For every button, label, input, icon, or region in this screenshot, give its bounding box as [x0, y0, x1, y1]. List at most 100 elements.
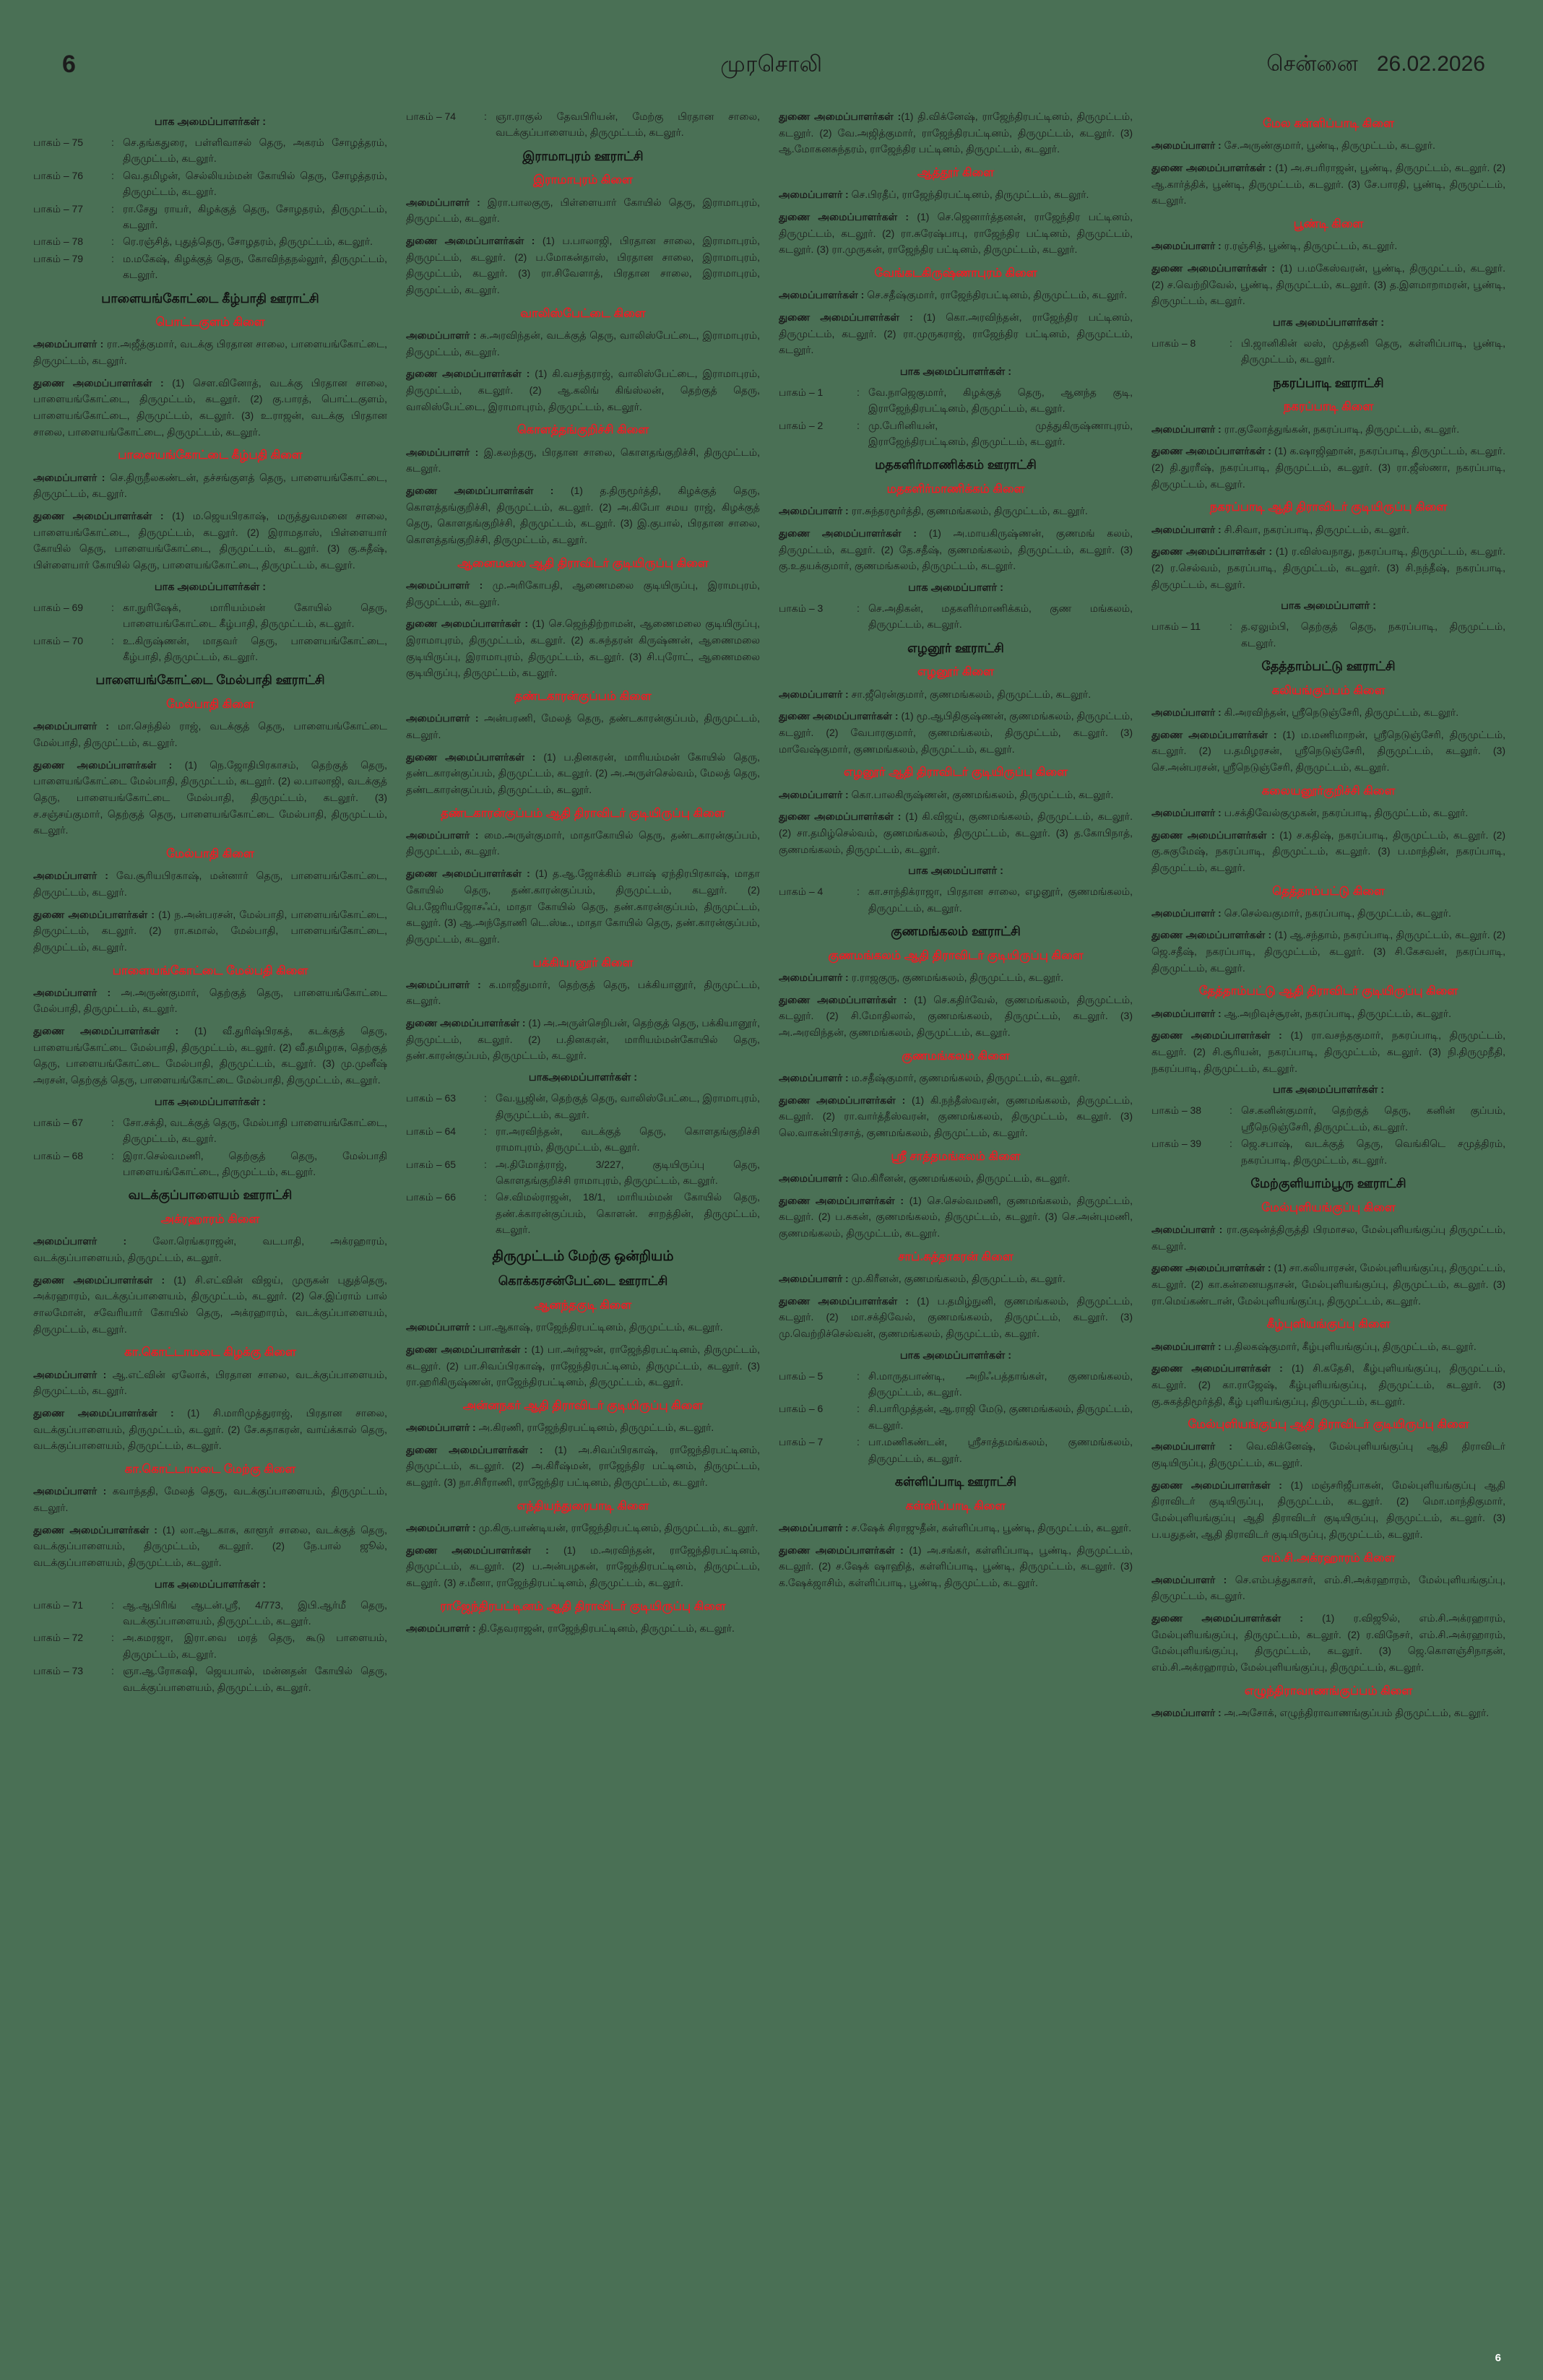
panchayat-heading: மதகளிர்மாணிக்கம் ஊராட்சி [875, 457, 1037, 472]
organiser-role-label: துணை அமைப்பாளர்கள் : [1151, 1612, 1303, 1624]
organiser-role-label: அமைப்பாளர் : [33, 1368, 107, 1380]
organiser-names-text: ரா.குலோத்துங்கன், நகரப்பாடி, திருமுட்டம்… [1221, 423, 1460, 435]
organiser-paragraph: துணை அமைப்பாளர்கள் : (1) அ.அருள்செறிபன்,… [406, 1015, 760, 1064]
ward-entry-row: பாகம் – 77: ரா.சேது ராயர், கிழக்குத் தெரு… [33, 201, 387, 233]
organiser-paragraph: துணை அமைப்பாளர்கள் : (1) சா.கலியாரசன், ம… [1151, 1260, 1505, 1309]
organiser-paragraph: அமைப்பாளர் : செ.பிரதீப், ராஜேந்திரபட்டின… [779, 186, 1133, 203]
organiser-names-text: (1) கி.நந்தீஸ்வரன், குணமங்கலம், திருமுட்… [779, 1094, 1133, 1139]
organiser-names-text: (1) அ.அருள்செறிபன், தெற்குத் தெரு, பக்கி… [406, 1017, 760, 1062]
organiser-paragraph: துணை அமைப்பாளர்கள் : (1) ம.மணிமாறன், ஸ்ர… [1151, 727, 1505, 776]
organiser-role-label: துணை அமைப்பாளர்கள் : [406, 1544, 549, 1556]
organiser-role-label: அமைப்பாளர் : [1151, 1340, 1222, 1352]
organiser-role-label: அமைப்பாளர் : [779, 1172, 849, 1184]
organiser-paragraph: துணை அமைப்பாளர்கள் : (1) ச.கதிஷ், நகரப்ப… [1151, 827, 1505, 876]
organiser-names-text: (1) சி.கதேசி, கீழ்புளியங்குப்பு, திருமுட… [1151, 1362, 1505, 1407]
organiser-paragraph: அமைப்பாளர் : லோ.ரெங்கராஜன், வடபாதி, அக்ர… [33, 1233, 387, 1265]
organiser-names-text: (1) ம.ஜெயபிரகாஷ், மருத்துவமனை சாலை, பாளை… [33, 510, 387, 571]
ward-number: பாகம் – 74 [406, 111, 457, 122]
organiser-role-label: துணை அமைப்பாளர்கள் : [406, 484, 554, 496]
panchayat-heading: எழனூர் ஊராட்சி [907, 640, 1004, 655]
branch-heading: கொளத்தங்குறிச்சி கிளை [517, 423, 649, 437]
ward-number: பாகம் – 63 [406, 1092, 457, 1104]
ward-entry-row: பாகம் – 6: சி.பாரிமுத்தன், ஆ.ராஜி மேடு, க… [779, 1401, 1133, 1433]
ward-organiser-text: அ.கமரஜா, இரா.வை மரத் தெரு, கூடு பாளையம்,… [123, 1632, 387, 1660]
ward-number: பாகம் – 79 [33, 252, 84, 264]
organiser-paragraph: துணை அமைப்பாளர்கள் : (1) ப.தினகரன், மாரி… [406, 749, 760, 798]
organiser-paragraph: அமைப்பாளர் : ப.சக்திவேல்குமுகன், நகரப்பா… [1151, 805, 1505, 821]
branch-heading: நகரப்பாடி கிளை [1283, 400, 1374, 414]
organiser-names-text: (1) கி.வசந்தராஜ், வாலிஸ்பேட்டை, இராமாபுர… [406, 368, 760, 412]
organiser-role-label: அமைப்பாளர் : [1151, 1007, 1222, 1019]
organiser-names-text: (1) ம.மணிமாறன், ஸ்ரீநெடுஞ்சேரி, திருமுட்… [1151, 728, 1505, 773]
organiser-paragraph: அமைப்பாளர் : ரா.அஜீத்குமார், வடக்கு பிரத… [33, 336, 387, 368]
organiser-paragraph: அமைப்பாளர் : ச.ஷேக் சிராஜுதீன், கள்ளிப்ப… [779, 1520, 1133, 1536]
ward-organiser-text: செ.தங்கதுரை, பள்ளிவாசல் தெரு, அகரம் சோழத… [123, 137, 387, 165]
organiser-names-text: மா.செந்தில் ராஜ், வடக்குத் தெரு, பாளையங்… [33, 720, 387, 748]
section-heading: பாக அமைப்பாளர்கள் : [899, 365, 1012, 378]
organiser-names-text: அ.கிரணி, ராஜேந்திரபட்டினம், திருமுட்டம்,… [475, 1421, 714, 1434]
organiser-paragraph: துணை அமைப்பாளர்கள் : (1) ர.விஸ்வநாது, நக… [1151, 543, 1505, 592]
organiser-names-text: கொ.பாலகிருஷ்ணன், குணமங்கலம், திருமுட்டம்… [848, 788, 1114, 800]
ward-colon: : [111, 252, 114, 264]
organiser-names-text: ரா.குஷன்த்திருத்தி பிரமாசல, மேல்புளியங்க… [1151, 1223, 1505, 1252]
organiser-paragraph: அமைப்பாளர் : பா.ஆகாஷ், ராஜேந்திரபட்டினம்… [406, 1319, 760, 1336]
branch-heading: பூண்டி கிளை [1293, 217, 1364, 230]
ward-entry-row: பாகம் – 66: செ.விமல்ராஜன், 18/1, மாரியம்ம… [406, 1189, 760, 1237]
ward-organiser-text: ஞா.ஆ.ரோகஷி, ஜெயபால், மன்னதன் கோயில் தெரு… [123, 1665, 387, 1693]
branch-heading: ஸ்ரீ சாத்தமங்கலம் கிளை [891, 1149, 1021, 1163]
ward-organiser-text: இரா.செல்வமணி, தெற்குத் தெரு, மேல்பாதி பா… [123, 1149, 387, 1177]
organiser-names-text: சா.ஜீரென்குமார், குணமங்கலம், திருமுட்டம்… [848, 688, 1092, 700]
ward-entry-row: பாகம் – 63: வே.யூஜின், தெற்குத் தெரு, வால… [406, 1090, 760, 1122]
organiser-names-text: (1) அ.சிவப்பிரகாஷ், ராஜேந்திரபட்டினம், த… [406, 1443, 760, 1489]
organiser-role-label: துணை அமைப்பாளர்கள் : [406, 618, 528, 630]
organiser-paragraph: துணை அமைப்பாளர்கள் : (1) அ.சங்கர், கள்ளி… [779, 1542, 1133, 1591]
organiser-paragraph: அமைப்பாளர் : அ.கிரணி, ராஜேந்திரபட்டினம்,… [406, 1419, 760, 1436]
union-heading: திருமுட்டம் மேற்கு ஒன்றியம் [492, 1248, 674, 1264]
organiser-role-label: அமைப்பாளர் : [33, 870, 108, 882]
organiser-names-text: சே.அருண்குமார், பூண்டி, திருமுட்டம், கடல… [1221, 139, 1435, 152]
ward-entry-row: பாகம் – 65: அ.திமோத்ராஜ், 3/227, குடியிரு… [406, 1156, 760, 1189]
organiser-role-label: துணை அமைப்பாளர்கள் : [779, 1194, 904, 1206]
organiser-paragraph: அமைப்பாளர் : ஆ.எட்வின் ஏலோக், பிரதான சால… [33, 1367, 387, 1399]
ward-number: பாகம் – 67 [33, 1116, 84, 1128]
page-number-top-left: 6 [62, 51, 76, 78]
section-heading: பாகஅமைப்பாளர்கள் : [528, 1072, 638, 1084]
ward-colon: : [484, 1092, 487, 1104]
branch-heading: மேல்புளியங்குப்பு கிளை [1261, 1200, 1396, 1214]
organiser-names-text: மு.கிரீனன், குணமங்கலம், திருமுட்டம், கடல… [848, 1272, 1066, 1284]
organiser-names-text: செ.திருநீலகண்டன், தச்சங்குளத் தெரு, பாளை… [33, 471, 387, 500]
organiser-role-label: அமைப்பாளர் : [33, 720, 109, 732]
organiser-names-text: ர.ராஜகுரு, குணமங்கலம், திருமுட்டம், கடலூ… [848, 972, 1064, 984]
organiser-names-text: வெ.விக்னேஷ், மேல்புளியங்குப்பு ஆதி திராவ… [1151, 1440, 1505, 1469]
organiser-names-text: (1) ர.விஸ்வநாது, நகரப்பாடி, திருமுட்டம்,… [1151, 545, 1505, 590]
organiser-role-label: துணை அமைப்பாளர்கள் : [1151, 161, 1272, 173]
branch-heading: எழனூர் கிளை [917, 665, 995, 679]
organiser-names-text: ரா.சுந்தரமூர்த்தி, குணமங்கலம், திருமுட்ட… [848, 505, 1088, 517]
branch-heading: தண்டகாரன்குப்பம் கிளை [514, 689, 652, 703]
ward-colon: : [111, 137, 114, 148]
branch-heading: ஆனந்தகுடி கிளை [534, 1298, 632, 1312]
organiser-role-label: அமைப்பாளர் : [779, 1521, 849, 1533]
branch-heading: மேல கள்ளிப்பாடி கிளை [1263, 117, 1394, 130]
edition-info: சென்னை 26.02.2026 [1266, 45, 1485, 84]
organiser-role-label: அமைப்பாளர் : [779, 688, 849, 700]
organiser-role-label: அமைப்பாளர் : [779, 1272, 849, 1284]
branch-heading: பாளையங்கோட்டை கீழ்பதி கிளை [118, 449, 303, 462]
section-heading: பாக அமைப்பாளர் : [908, 865, 1003, 878]
panchayat-heading: கொக்கரசன்பேட்டை ஊராட்சி [498, 1273, 668, 1289]
section-heading: பாக அமைப்பாளர்கள் : [154, 581, 267, 593]
ward-organiser-text: ஞா.ராகுல் தேவபிரியன், மேற்கு பிரதான சாலை… [496, 111, 760, 139]
ward-organiser-text: பா.மணிகண்டன், ஸ்ரீசாத்தமங்கலம், குணமங்கல… [868, 1436, 1133, 1464]
branch-heading: தண்டகாரன்குப்பம் ஆதி திராவிடர் குடியிருப… [441, 806, 725, 820]
branch-heading: தெத்தாம்பட்டு கிளை [1272, 884, 1385, 898]
organiser-role-label: அமைப்பாளர் : [33, 471, 105, 483]
organiser-paragraph: துணை அமைப்பாளர்கள் : (1) கி.நந்தீஸ்வரன்,… [779, 1092, 1133, 1141]
organiser-role-label: அமைப்பாளர் : [779, 505, 849, 517]
ward-number: பாகம் – 2 [779, 419, 824, 431]
organiser-paragraph: அமைப்பாளர் : ம.சதீஷ்குமார், குணமங்கலம், … [779, 1070, 1133, 1086]
organiser-names-text: தி.தேவராஜன், ராஜேந்திரபட்டினம், திருமுட்… [475, 1622, 735, 1635]
organiser-paragraph: அமைப்பாளர் : மா.செந்தில் ராஜ், வடக்குத் … [33, 718, 387, 750]
organiser-role-label: துணை அமைப்பாளர்கள் : [1151, 1029, 1282, 1042]
organiser-names-text: (1) லா.ஆடகாசு, காளூர் சாலை, வடக்குத் தெர… [33, 1523, 387, 1568]
ward-organiser-text: சோ.சக்தி, வடக்குத் தெரு, மேல்பாதி பாளையங… [123, 1116, 387, 1145]
